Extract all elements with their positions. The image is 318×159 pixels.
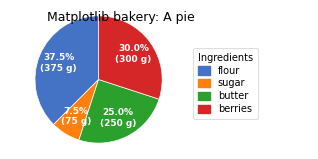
Wedge shape: [79, 80, 159, 143]
Legend: flour, sugar, butter, berries: flour, sugar, butter, berries: [193, 48, 258, 119]
Text: 7.5%
(75 g): 7.5% (75 g): [61, 107, 91, 126]
Wedge shape: [54, 80, 99, 140]
Wedge shape: [35, 16, 99, 124]
Text: 37.5%
(375 g): 37.5% (375 g): [40, 53, 77, 73]
Wedge shape: [99, 16, 162, 99]
Text: Matplotlib bakery: A pie: Matplotlib bakery: A pie: [47, 11, 195, 24]
Text: 30.0%
(300 g): 30.0% (300 g): [115, 44, 152, 64]
Text: 25.0%
(250 g): 25.0% (250 g): [100, 108, 136, 128]
